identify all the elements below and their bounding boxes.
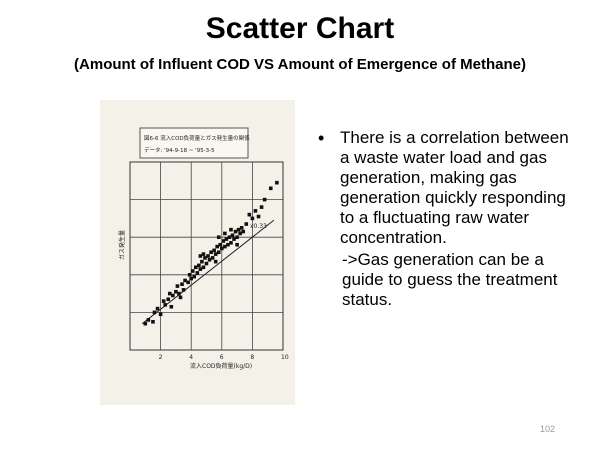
scatter-point [197, 263, 201, 268]
scatter-point [186, 280, 190, 285]
bullet-dot-icon: • [318, 128, 325, 148]
scatter-point [268, 186, 273, 191]
scatter-point [163, 303, 167, 307]
chart-title-line1: 図6-6 流入COD負荷量とガス発生量の関係 [144, 134, 250, 142]
bullet-item: • There is a correlation between a waste… [310, 128, 580, 248]
scatter-point [161, 299, 166, 303]
y-axis-label: ガス発生量 [118, 230, 126, 260]
x-tick-label: 4 [189, 354, 193, 361]
scatter-point [151, 320, 155, 324]
scatter-point [220, 246, 224, 251]
scatter-point [236, 227, 241, 232]
x-tick-label: 8 [250, 354, 254, 361]
scatter-point [259, 205, 264, 209]
scatter-point [253, 209, 258, 213]
points-layer [143, 180, 279, 326]
scatter-point [180, 282, 184, 286]
scatter-point [177, 291, 181, 296]
sub-bullet-text: ->Gas generation can be a guide to guess… [342, 250, 558, 309]
scatter-point [235, 242, 239, 247]
scatter-point [146, 318, 151, 322]
slide-title: Scatter Chart [205, 12, 395, 45]
scatter-point [166, 297, 171, 302]
scatter-point [210, 256, 215, 260]
scatter-point [216, 250, 221, 255]
annotation-label: x0.33 [250, 223, 267, 230]
x-tick-label: 2 [159, 354, 163, 361]
scatter-point [195, 271, 200, 275]
scatter-plot: 図6-6 流入COD負荷量とガス発生量の関係 データ: '94-9-18 ~ '… [100, 100, 295, 405]
page-number: 102 [540, 424, 556, 434]
scatter-point [183, 278, 187, 283]
scatter-point [189, 276, 193, 281]
chart-title-line2: データ: '94-9-18 ~ '95-3-5 [144, 146, 215, 154]
scatter-point [235, 235, 239, 239]
scatter-point [239, 226, 244, 230]
scatter-point [200, 259, 204, 264]
scatter-point [256, 214, 261, 219]
scatter-point [175, 284, 180, 288]
scatter-point [223, 231, 227, 236]
scatter-point [187, 273, 192, 277]
scatter-point [213, 252, 218, 256]
scatter-point [198, 267, 203, 271]
scatter-point [229, 241, 233, 245]
scatter-point [226, 242, 230, 247]
scatter-point [238, 231, 242, 236]
scatter-point [190, 269, 195, 273]
scatter-point [174, 289, 178, 294]
scatter-point [169, 304, 174, 309]
scatter-point [241, 229, 246, 234]
scatter-point [232, 237, 236, 241]
scatter-point [143, 321, 148, 326]
scatter-point [207, 257, 212, 262]
scatter-point [223, 244, 227, 249]
scatter-point [171, 293, 175, 298]
scatter-point [216, 235, 221, 239]
scatter-point [181, 288, 186, 292]
ticks-layer: 2 4 6 8 10 [159, 354, 289, 361]
scatter-point [204, 261, 209, 266]
scatter-point [167, 291, 172, 296]
chart-title-box [139, 127, 249, 159]
scatter-point [206, 254, 210, 258]
x-tick-label: 10 [281, 354, 289, 361]
bullet-text: There is a correlation between a waste w… [340, 128, 569, 247]
scatter-point [209, 250, 213, 255]
scatter-point [230, 233, 235, 238]
scatter-point [250, 216, 255, 221]
scatter-point [192, 274, 197, 279]
scatter-point [178, 295, 183, 300]
scatter-point [193, 265, 198, 270]
scatter-point [244, 222, 249, 226]
scatter-point [247, 212, 252, 217]
scatter-point [201, 252, 206, 256]
scatter-point [224, 237, 229, 241]
scatter-point [221, 239, 226, 243]
scatter-point [201, 265, 206, 270]
scatter-point [212, 248, 216, 253]
x-axis-label: 流入COD負荷量(kg/D) [190, 362, 252, 370]
scatter-point [198, 254, 203, 258]
plot-frame [129, 161, 284, 351]
scatter-point [158, 312, 163, 317]
scatter-point [203, 256, 207, 260]
sub-bullet-item: ->Gas generation can be a guide to guess… [310, 250, 580, 310]
scatter-point [227, 235, 232, 239]
bullet-list: • There is a correlation between a waste… [310, 128, 580, 310]
scatter-point [213, 259, 218, 264]
scatter-point [155, 306, 160, 311]
x-tick-label: 6 [220, 354, 224, 361]
scanned-chart-image: 図6-6 流入COD負荷量とガス発生量の関係 データ: '94-9-18 ~ '… [100, 100, 295, 405]
scatter-point [262, 197, 267, 202]
scatter-point [275, 180, 279, 185]
scatter-point [229, 227, 233, 232]
scatter-point [152, 310, 157, 315]
scatter-point [233, 229, 238, 234]
slide-subtitle: (Amount of Influent COD VS Amount of Eme… [74, 56, 526, 73]
scatter-point [218, 242, 223, 247]
scatter-point [215, 244, 220, 249]
